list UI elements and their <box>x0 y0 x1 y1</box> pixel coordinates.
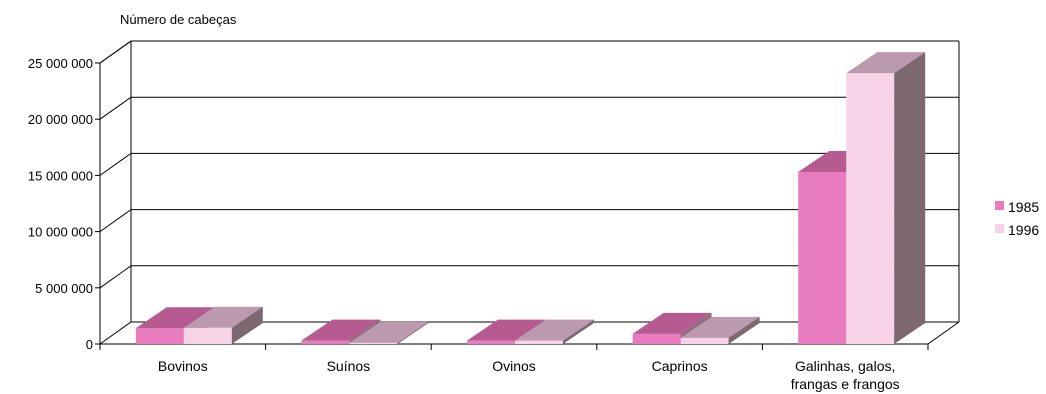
x-tick-label: Caprinos <box>652 358 708 374</box>
side-wall-top <box>99 40 132 64</box>
bar-side <box>728 316 760 344</box>
legend-label-1985: 1985 <box>1008 199 1039 215</box>
legend-swatch-1996 <box>995 224 1004 233</box>
gridline-side <box>99 209 132 233</box>
bar-front <box>515 340 563 344</box>
bar-1996 <box>515 319 594 344</box>
bar-top <box>183 306 263 328</box>
bar-top <box>135 307 215 329</box>
bar-front <box>301 340 350 344</box>
bar-front <box>798 172 847 344</box>
legend: 1985 1996 <box>995 199 1039 238</box>
y-tick-label: 0 <box>86 337 93 352</box>
legend-swatch-1985 <box>995 201 1004 210</box>
floor-right-edge <box>927 321 960 345</box>
bar-front <box>632 333 681 344</box>
bar-side <box>397 321 429 344</box>
plot-grid <box>99 40 960 345</box>
bar-top <box>349 321 429 343</box>
y-axis: 0 5 000 000 10 000 000 15 000 000 20 000 000… <box>28 56 101 352</box>
bar-side <box>563 319 594 344</box>
bar-1996 <box>680 316 760 344</box>
bar-side <box>894 52 926 345</box>
y-tick-label: 25 000 000 <box>28 56 93 71</box>
y-tick-label: 15 000 000 <box>28 168 93 183</box>
bar-top <box>680 316 760 338</box>
bar-top <box>632 312 712 334</box>
bar-top <box>467 319 546 341</box>
bar-front <box>467 340 515 344</box>
bar-front <box>349 342 398 344</box>
y-tick-label: 10 000 000 <box>28 225 93 240</box>
bar-front <box>680 337 729 344</box>
bar-top <box>846 52 926 74</box>
gridline-side <box>99 265 132 289</box>
y-tick-label: 5 000 000 <box>35 281 93 296</box>
bar-top <box>515 319 594 341</box>
bar-front <box>846 73 895 344</box>
x-tick-label: Bovinos <box>158 358 208 374</box>
x-tick-label: Ovinos <box>492 358 536 374</box>
x-axis: Bovinos Suínos Ovinos Caprinos Galinhas, gal… <box>99 343 929 392</box>
x-tick-label: Galinhas, galos, frangas e frangos <box>791 358 900 392</box>
gridline-side <box>99 321 132 345</box>
y-tick-label: 20 000 000 <box>28 112 93 127</box>
bar-front <box>183 327 232 344</box>
bar-front <box>135 328 184 344</box>
gridline-side <box>99 96 132 120</box>
bar-top <box>301 319 381 341</box>
y-axis-title: Número de cabeças <box>120 12 237 27</box>
x-tick-label: Suínos <box>327 358 371 374</box>
gridline-side <box>99 152 132 176</box>
bar-1996 <box>846 52 926 345</box>
bar-1996 <box>349 321 429 344</box>
bars <box>135 52 926 345</box>
bar-1996 <box>183 306 263 344</box>
bar-side <box>231 306 263 344</box>
legend-label-1996: 1996 <box>1008 222 1039 238</box>
